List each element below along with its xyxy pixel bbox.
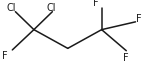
Text: F: F — [123, 53, 129, 63]
Text: F: F — [93, 0, 98, 8]
Text: Cl: Cl — [46, 3, 56, 13]
Text: F: F — [136, 14, 141, 24]
Text: Cl: Cl — [6, 3, 16, 13]
Text: F: F — [2, 51, 7, 61]
